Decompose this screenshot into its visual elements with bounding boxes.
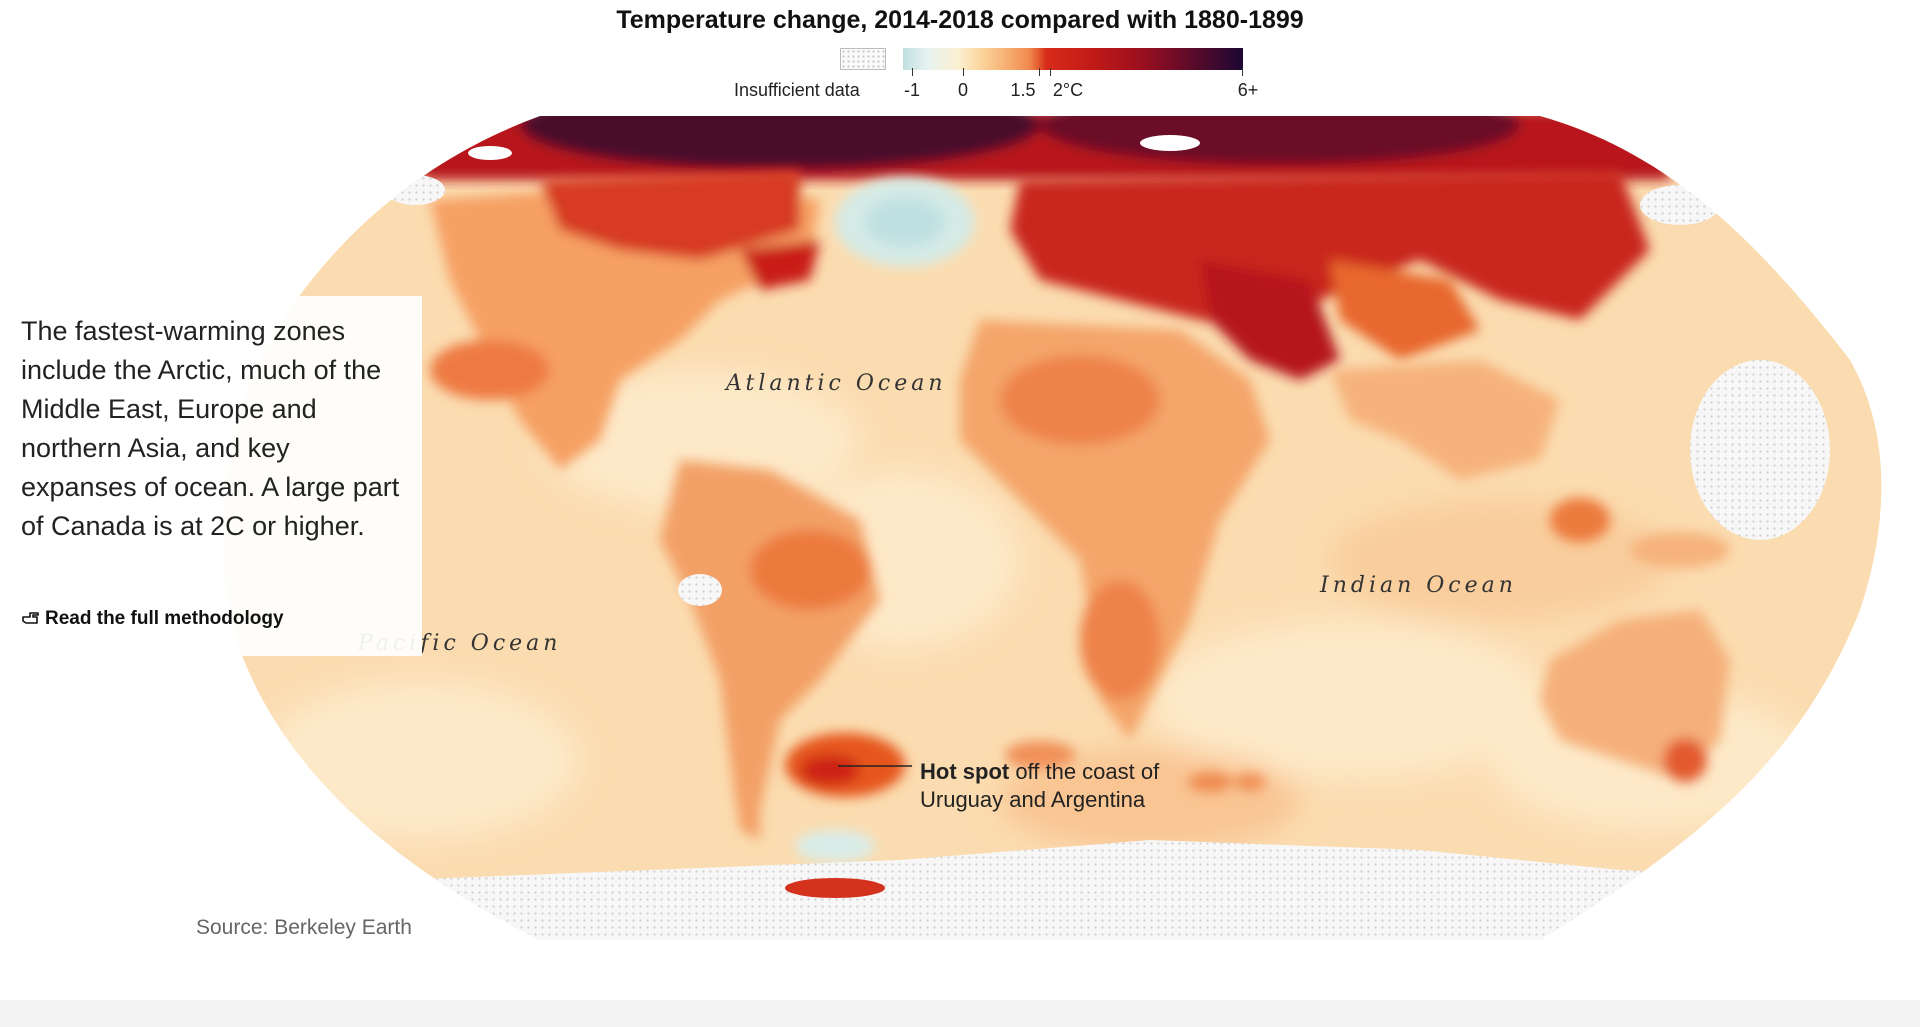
legend-tick (1242, 68, 1243, 76)
annotation-box: The fastest-warming zones include the Ar… (0, 296, 422, 656)
legend-tick (912, 68, 913, 76)
methodology-link[interactable]: Read the full methodology (21, 608, 284, 630)
ocean-label-atlantic: Atlantic Ocean (724, 371, 947, 396)
methodology-link-label: Read the full methodology (45, 608, 284, 629)
legend-tick-label: 1.5 (1010, 80, 1036, 100)
legend-tick (1039, 68, 1040, 76)
hotspot-bold: Hot spot (920, 759, 1010, 784)
legend-tick-label: 6+ (1237, 80, 1259, 100)
footer-bar (0, 1000, 1920, 1027)
hotspot-annotation: Hot spot off the coast of Uruguay and Ar… (920, 758, 1159, 814)
annotation-text: The fastest-warming zones include the Ar… (21, 316, 400, 541)
legend-tick (1050, 68, 1051, 76)
hotspot-text-line2: Uruguay and Argentina (920, 787, 1146, 812)
legend-tick-label: -1 (903, 80, 921, 100)
legend-tick (963, 68, 964, 76)
source-credit: Source: Berkeley Earth (196, 916, 412, 939)
legend-tick-label: 2°C (1052, 80, 1084, 100)
hotspot-text-line1: off the coast of (1009, 759, 1160, 784)
color-ramp (903, 48, 1243, 70)
insufficient-data-label: Insufficient data (734, 80, 860, 100)
ocean-label-indian: Indian Ocean (1319, 573, 1517, 598)
legend-tick-label: 0 (957, 80, 969, 100)
chart-title: Temperature change, 2014-2018 compared w… (616, 6, 1304, 34)
legend: Insufficient data -1 0 1.5 2°C 6+ (700, 46, 1300, 116)
insufficient-data-swatch (840, 48, 886, 70)
pointing-hand-icon (22, 612, 39, 624)
